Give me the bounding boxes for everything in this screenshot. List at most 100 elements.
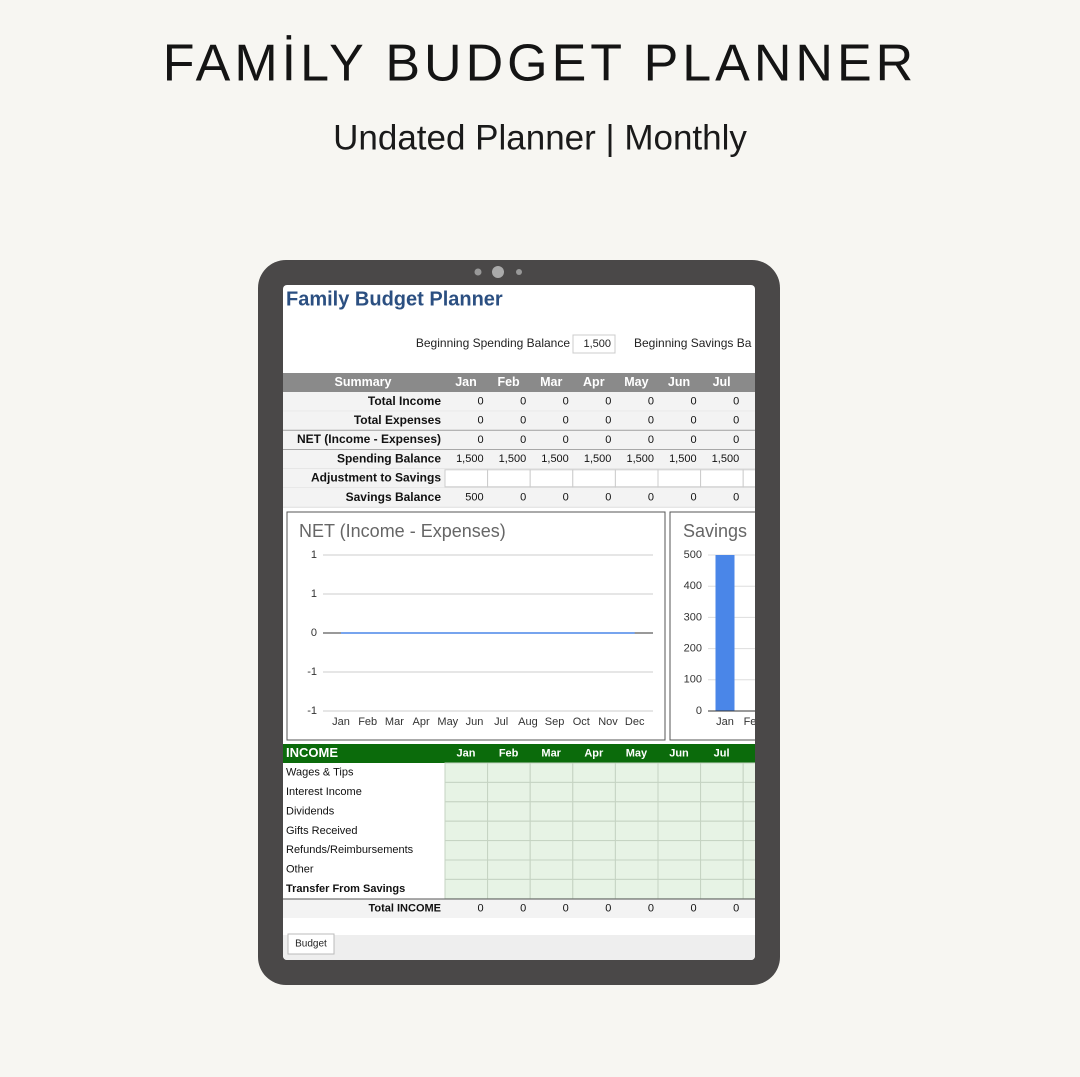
row-label: Wages & Tips xyxy=(286,767,354,779)
row-label: Savings Balance xyxy=(346,490,442,504)
cell: 500 xyxy=(465,492,483,504)
input-cell xyxy=(614,801,659,822)
input-cell xyxy=(529,840,574,861)
row-label: Transfer From Savings xyxy=(286,883,405,895)
input-cell xyxy=(742,781,755,803)
cell: 0 xyxy=(648,396,654,408)
cell: 0 xyxy=(733,434,739,446)
input-cell xyxy=(700,820,744,842)
cell: 1,500 xyxy=(499,453,527,465)
row-bg xyxy=(283,392,755,412)
cell: 0 xyxy=(563,396,569,408)
input-cell xyxy=(742,801,755,822)
x-tick-label: Dec xyxy=(625,716,645,728)
input-cell xyxy=(614,820,659,842)
total-row xyxy=(283,899,755,918)
row-label: Gifts Received xyxy=(286,825,358,837)
x-tick-label: Fe xyxy=(744,716,757,728)
cell: 0 xyxy=(563,902,569,914)
column-header: Jun xyxy=(669,747,689,759)
cell: 0 xyxy=(520,396,526,408)
input-cell xyxy=(700,840,744,861)
camera-dot xyxy=(474,268,482,276)
input-cell xyxy=(444,801,489,822)
cell: 0 xyxy=(520,492,526,504)
input-cell xyxy=(657,840,702,861)
cell: 0 xyxy=(648,434,654,446)
input-cell xyxy=(657,878,702,900)
sheet-tab[interactable] xyxy=(287,933,335,955)
input-cell xyxy=(700,762,744,783)
cell: 0 xyxy=(563,492,569,504)
cell: 0 xyxy=(520,902,526,914)
input-value: 1,500 xyxy=(583,338,611,350)
input-cell xyxy=(742,469,755,488)
input-cell xyxy=(444,840,489,861)
column-header: Jul xyxy=(713,375,731,389)
cell: 0 xyxy=(605,492,611,504)
column-header: Mar xyxy=(541,747,561,759)
input-cell xyxy=(700,859,744,880)
column-header: INCOME xyxy=(286,745,338,760)
label: Beginning Spending Balance xyxy=(416,336,570,350)
income-header xyxy=(283,744,755,763)
y-tick-label: -1 xyxy=(307,705,317,717)
input-cell xyxy=(657,762,702,783)
input-cell xyxy=(487,469,531,488)
cell: 0 xyxy=(690,415,696,427)
input-cell xyxy=(529,801,574,822)
cell: 0 xyxy=(563,415,569,427)
cell: 1,500 xyxy=(456,453,484,465)
input-cell xyxy=(487,820,531,842)
row-bg xyxy=(283,488,755,508)
cell: 0 xyxy=(477,902,483,914)
y-tick-label: 0 xyxy=(696,705,702,717)
cell: 0 xyxy=(605,434,611,446)
column-header: Mar xyxy=(540,375,562,389)
row-label: Refunds/Reimbursements xyxy=(286,844,414,856)
input-cell xyxy=(572,762,616,783)
input-cell xyxy=(700,781,744,803)
input-cell xyxy=(572,878,616,900)
cell: 0 xyxy=(605,415,611,427)
camera-dot xyxy=(516,269,522,275)
input-cell xyxy=(529,469,574,488)
row-label: Interest Income xyxy=(286,786,362,798)
cell: 0 xyxy=(605,902,611,914)
x-tick-label: Jun xyxy=(466,716,484,728)
y-tick-label: 1 xyxy=(311,588,317,600)
y-tick-label: -1 xyxy=(307,666,317,678)
input-cell xyxy=(700,469,744,488)
input-cell xyxy=(444,762,489,783)
input-cell xyxy=(572,469,616,488)
x-tick-label: Feb xyxy=(358,716,377,728)
page-subtitle: Undated Planner | Monthly xyxy=(333,118,747,157)
input-cell xyxy=(487,762,531,783)
input-cell xyxy=(444,878,489,900)
input-cell xyxy=(572,820,616,842)
input-cell xyxy=(614,781,659,803)
column-header: Summary xyxy=(335,375,392,389)
cell: 1,500 xyxy=(626,453,654,465)
row-label: NET (Income - Expenses) xyxy=(297,432,441,446)
input-cell xyxy=(444,859,489,880)
input-cell xyxy=(614,840,659,861)
x-tick-label: Mar xyxy=(385,716,404,728)
input-cell xyxy=(614,878,659,900)
y-tick-label: 1 xyxy=(311,549,317,561)
input-cell xyxy=(742,859,755,880)
row-label: Adjustment to Savings xyxy=(311,471,441,485)
input-cell xyxy=(529,820,574,842)
cell: 1,500 xyxy=(669,453,697,465)
input-cell xyxy=(657,801,702,822)
row-bg xyxy=(283,411,755,431)
cell: 0 xyxy=(520,415,526,427)
cell: 0 xyxy=(690,434,696,446)
summary-header xyxy=(283,373,755,392)
cell: 1,500 xyxy=(712,453,740,465)
cell: 0 xyxy=(733,902,739,914)
cell: 0 xyxy=(648,902,654,914)
row-label: Other xyxy=(286,864,314,876)
